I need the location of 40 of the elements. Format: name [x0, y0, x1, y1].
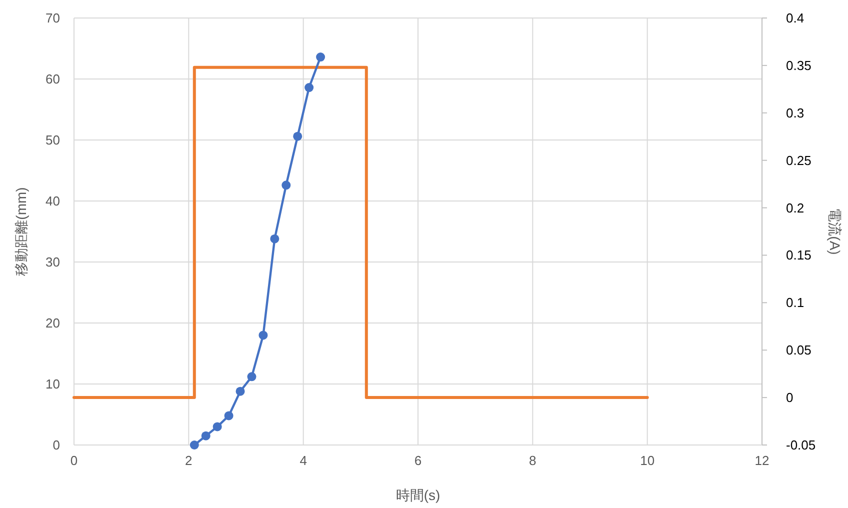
y2-tick-label: 0.3 [786, 105, 804, 120]
y2-tick-label: 0.35 [786, 58, 812, 73]
point [293, 132, 302, 141]
y-tick-label: 60 [46, 72, 60, 86]
y2-axis-title: 電流(A) [827, 208, 843, 255]
y-tick-label: 30 [46, 254, 60, 270]
y2-tick-label: 0.2 [786, 200, 804, 216]
point [201, 431, 210, 440]
x-tick-label: 6 [414, 453, 422, 468]
y-tick-label: 70 [46, 10, 60, 26]
y-tick-label: 20 [46, 316, 60, 330]
y-axis-title: 移動距離(mm) [13, 187, 29, 276]
x-tick-label: 10 [640, 453, 655, 468]
x-tick-label: 12 [754, 453, 770, 468]
point [304, 83, 314, 92]
y-tick-label: 40 [46, 194, 60, 208]
point [316, 52, 326, 62]
y2-tick-label: -0.05 [786, 438, 816, 452]
y2-tick-label: 0.4 [786, 10, 804, 26]
x-tick-label: 0 [70, 453, 78, 468]
y2-tick-label: 0 [786, 390, 794, 406]
y-tick-label: 0 [52, 438, 60, 452]
point [247, 372, 256, 382]
point [224, 411, 234, 420]
y2-tick-label: 0.05 [786, 342, 812, 358]
x-tick-label: 4 [300, 453, 307, 468]
point [282, 180, 291, 190]
y2-tick-label: 0.15 [786, 248, 812, 263]
y-tick-label: 50 [46, 132, 60, 148]
point [270, 234, 280, 244]
point [258, 330, 268, 340]
point [236, 386, 245, 396]
point [212, 422, 222, 432]
y2-tick-label: 0.1 [786, 295, 804, 310]
x-axis-title: 時間(s) [396, 487, 440, 503]
point [190, 440, 199, 450]
y2-tick-label: 0.25 [786, 152, 812, 168]
x-tick-label: 2 [185, 453, 192, 468]
x-tick-label: 8 [529, 453, 536, 468]
y-tick-label: 10 [46, 376, 60, 392]
